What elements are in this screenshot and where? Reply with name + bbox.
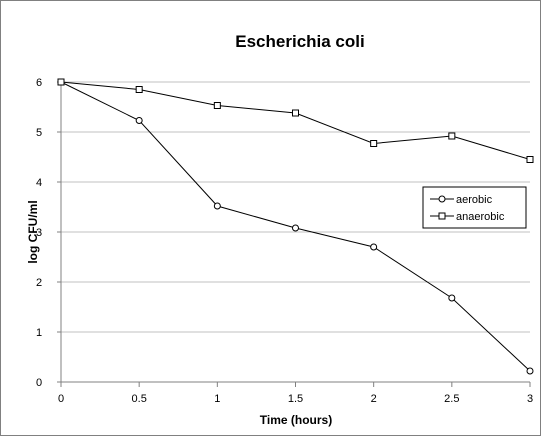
x-tick-label: 0 — [58, 393, 64, 405]
y-tick-label: 5 — [36, 127, 42, 139]
data-point-anaerobic-5 — [448, 132, 456, 140]
legend: aerobic anaerobic — [422, 186, 527, 229]
x-tick-label: 2.5 — [444, 393, 459, 405]
data-point-anaerobic-6 — [526, 156, 534, 163]
legend-box — [422, 186, 527, 229]
data-point-aerobic-4 — [370, 243, 378, 251]
legend-label: anaerobic — [456, 211, 505, 223]
data-point-aerobic-2 — [213, 202, 221, 210]
series-anaerobic — [57, 78, 534, 163]
x-tick-label: 0.5 — [132, 393, 147, 405]
series-lines — [57, 78, 534, 375]
legend-label: aerobic — [456, 194, 493, 206]
y-axis-label: log CFU/ml — [26, 200, 40, 263]
data-point-aerobic-6 — [526, 367, 534, 375]
gridlines — [61, 81, 530, 333]
data-point-anaerobic-4 — [370, 140, 378, 147]
x-tick-label: 1.5 — [288, 393, 303, 405]
legend-marker-anaerobic — [438, 212, 446, 220]
x-tick-label: 2 — [371, 393, 377, 405]
y-tick-label: 1 — [36, 327, 42, 339]
series-line-anaerobic — [60, 81, 531, 160]
y-tick-label: 0 — [36, 377, 42, 389]
data-point-aerobic-3 — [292, 224, 299, 232]
data-point-aerobic-5 — [448, 294, 456, 302]
data-point-anaerobic-2 — [213, 102, 221, 109]
x-tick-label: 3 — [527, 393, 533, 405]
legend-marker-aerobic — [438, 195, 446, 203]
data-point-anaerobic-1 — [135, 86, 143, 93]
chart-title: Escherichia coli — [235, 32, 364, 51]
legend-entry-aerobic: aerobic — [430, 194, 493, 206]
data-point-aerobic-1 — [135, 117, 143, 124]
y-tick-label: 3 — [36, 227, 42, 239]
data-point-anaerobic-3 — [292, 109, 299, 117]
y-tick-label: 2 — [36, 277, 42, 289]
y-tick-label: 4 — [36, 177, 42, 189]
legend-entry-anaerobic: anaerobic — [430, 211, 505, 223]
data-point-anaerobic-0 — [57, 78, 65, 86]
x-axis-label: Time (hours) — [260, 413, 332, 427]
x-tick-label: 1 — [214, 393, 220, 405]
tick-labels: 0 1 2 3 4 5 6 0 0.5 1 1.5 2 2.5 3 — [36, 77, 533, 405]
y-tick-label: 6 — [36, 77, 42, 89]
